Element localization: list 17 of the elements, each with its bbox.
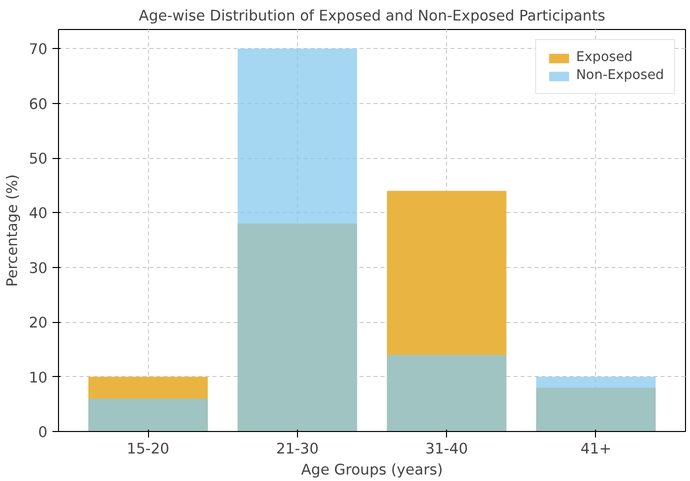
y-tick-label: 30 xyxy=(28,260,48,277)
x-tick-label: 41+ xyxy=(580,440,612,458)
x-tick-label: 31-40 xyxy=(425,440,468,458)
y-tick-label: 10 xyxy=(28,369,48,386)
y-axis-title: Percentage (%) xyxy=(4,174,21,287)
legend-label: Exposed xyxy=(576,50,633,65)
legend-label: Non-Exposed xyxy=(576,68,664,83)
x-axis-title: Age Groups (years) xyxy=(301,462,443,478)
y-tick-label: 60 xyxy=(28,96,48,113)
y-tick-label: 0 xyxy=(38,424,48,441)
y-tick-label: 70 xyxy=(28,41,48,58)
chart-title: Age-wise Distribution of Exposed and Non-Exposed Participants xyxy=(138,8,606,24)
y-tick-label: 40 xyxy=(28,205,48,222)
y-tick-label: 20 xyxy=(28,314,48,332)
x-tick-label: 21-30 xyxy=(276,440,319,458)
y-tick-label: 50 xyxy=(28,150,48,168)
x-tick-label: 15-20 xyxy=(126,440,170,458)
